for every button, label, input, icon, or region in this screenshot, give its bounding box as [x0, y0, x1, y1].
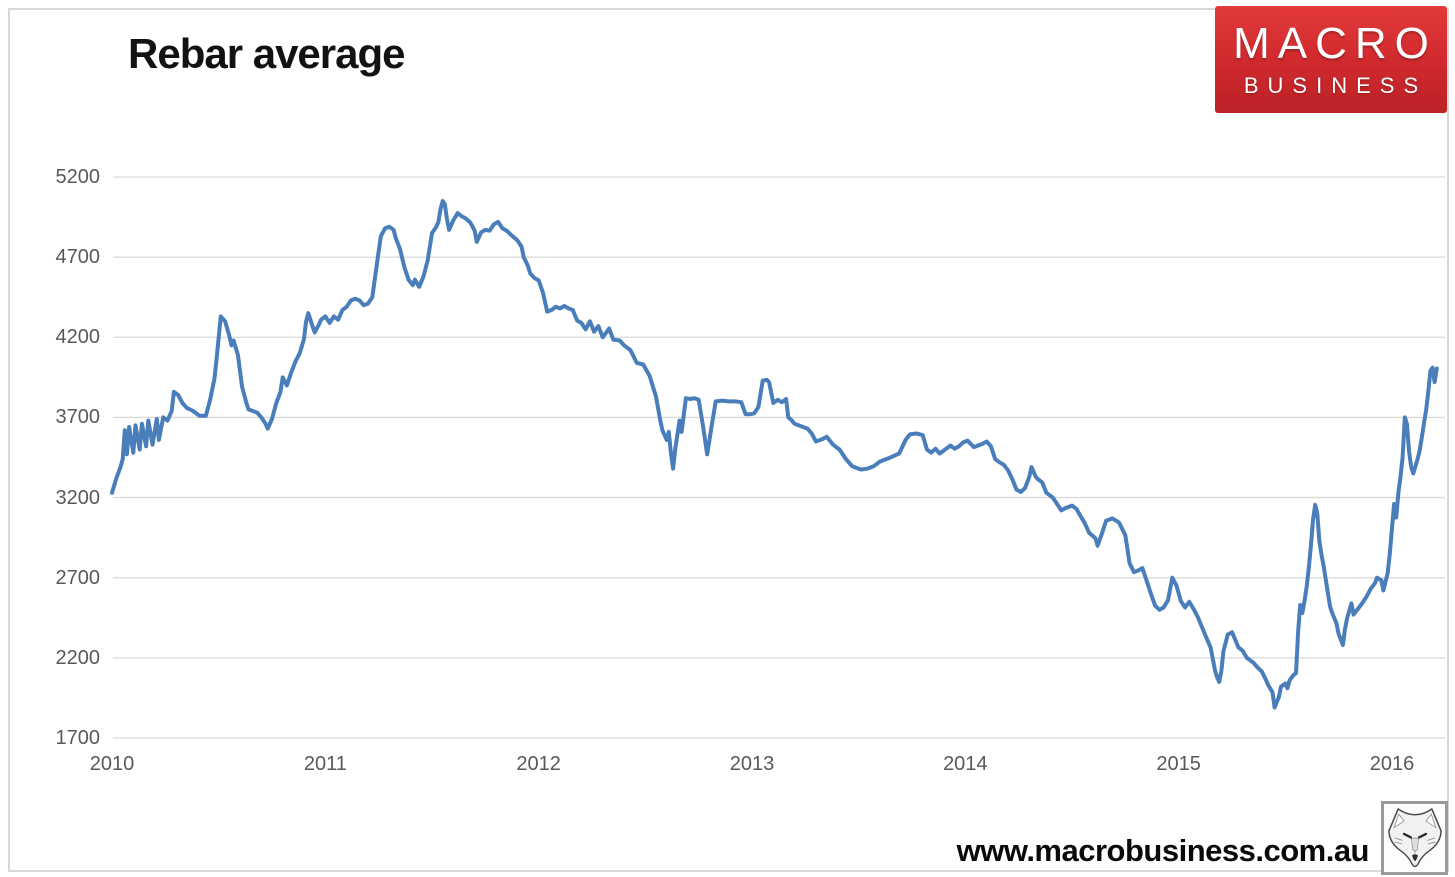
x-axis-label: 2015 — [1156, 753, 1201, 775]
y-axis-label: 5200 — [55, 166, 101, 188]
website-url: www.macrobusiness.com.au — [956, 833, 1370, 868]
macrobusiness-logo: MACRO BUSINESS — [1215, 6, 1447, 113]
y-axis-label: 2200 — [55, 646, 101, 669]
x-axis-label: 2011 — [303, 753, 347, 775]
x-axis-label: 2012 — [516, 753, 561, 775]
x-axis-label: 2016 — [1369, 753, 1415, 775]
y-axis-label: 1700 — [55, 727, 101, 749]
x-axis-label: 2010 — [89, 753, 135, 775]
logo-text-business: BUSINESS — [1243, 73, 1428, 98]
fox-logo-box — [1381, 801, 1448, 875]
y-axis-label: 4200 — [55, 326, 101, 349]
y-axis-label: 3700 — [55, 406, 101, 429]
logo-text-macro: MACRO — [1233, 19, 1437, 68]
price-line — [110, 199, 1439, 710]
y-axis-label: 3200 — [55, 486, 101, 509]
y-axis-label: 2700 — [55, 566, 101, 589]
x-axis-label: 2014 — [943, 753, 988, 775]
x-axis-label: 2013 — [729, 753, 775, 775]
chart-title: Rebar average — [128, 30, 406, 77]
fox-icon — [1387, 808, 1442, 868]
y-axis-label: 4700 — [55, 246, 101, 269]
